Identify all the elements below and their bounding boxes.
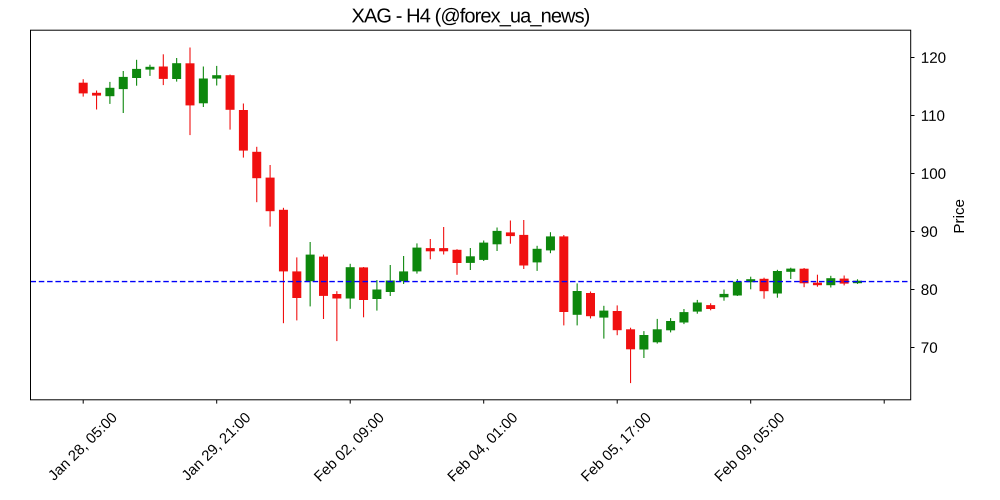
svg-text:120: 120 <box>921 50 946 67</box>
svg-text:90: 90 <box>921 224 938 241</box>
svg-text:XAG - H4 (@forex_ua_news): XAG - H4 (@forex_ua_news) <box>352 5 590 27</box>
svg-text:100: 100 <box>921 166 946 183</box>
svg-text:Price: Price <box>951 199 968 234</box>
svg-text:80: 80 <box>921 282 938 299</box>
svg-text:110: 110 <box>921 108 945 125</box>
svg-text:70: 70 <box>921 340 938 357</box>
